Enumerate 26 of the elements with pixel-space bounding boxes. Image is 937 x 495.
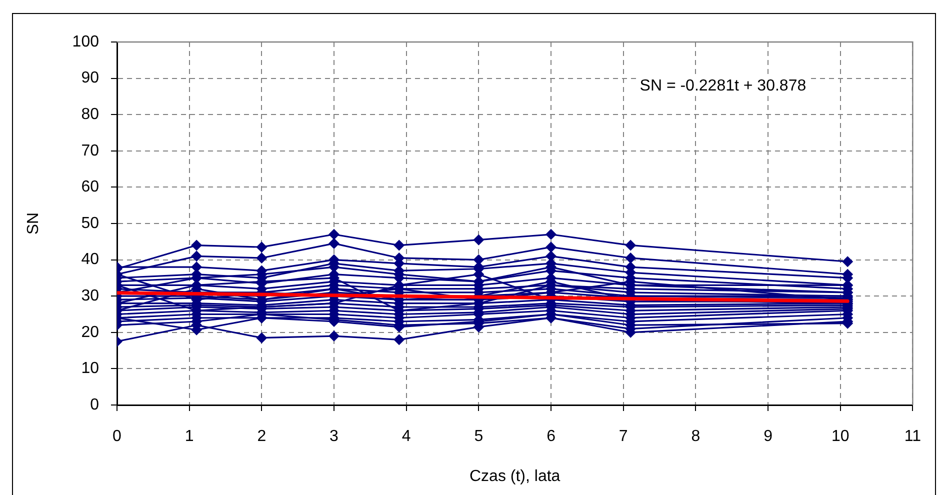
x-tick-label: 2 bbox=[257, 428, 266, 446]
annotation: SN = -0.2281t + 30.878 bbox=[640, 77, 806, 94]
x-tick-label: 9 bbox=[764, 428, 773, 446]
y-tick-label: 10 bbox=[81, 360, 100, 378]
x-tick-label: 1 bbox=[184, 428, 194, 446]
x-tick-label: 10 bbox=[831, 428, 850, 446]
x-tick-label: 3 bbox=[330, 428, 339, 446]
y-axis-title: SN bbox=[25, 212, 42, 235]
x-tick-label: 8 bbox=[691, 428, 700, 446]
y-tick-label: 90 bbox=[81, 70, 100, 87]
y-tick-label: 50 bbox=[81, 214, 100, 232]
y-tick-label: 20 bbox=[81, 324, 100, 341]
x-tick-label: 4 bbox=[402, 428, 411, 446]
x-tick-label: 0 bbox=[112, 428, 122, 446]
y-tick-label: 30 bbox=[81, 288, 100, 305]
y-tick-label: 0 bbox=[90, 396, 100, 414]
y-tick-label: 70 bbox=[81, 142, 100, 160]
y-tick-label: 80 bbox=[81, 106, 100, 124]
x-tick-label: 6 bbox=[546, 428, 556, 446]
y-tick-label: 60 bbox=[81, 178, 100, 196]
x-tick-label: 7 bbox=[618, 428, 628, 446]
x-tick-label: 11 bbox=[904, 428, 922, 446]
x-axis-title: Czas (t), lata bbox=[470, 468, 560, 485]
y-tick-label: 40 bbox=[81, 251, 100, 268]
y-tick-label: 100 bbox=[72, 33, 100, 50]
x-tick-label: 5 bbox=[474, 428, 484, 446]
